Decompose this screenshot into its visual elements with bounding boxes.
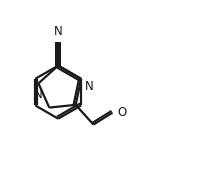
Text: N: N (54, 25, 63, 38)
Text: N: N (84, 80, 93, 93)
Text: O: O (118, 106, 127, 119)
Text: N: N (34, 89, 43, 101)
